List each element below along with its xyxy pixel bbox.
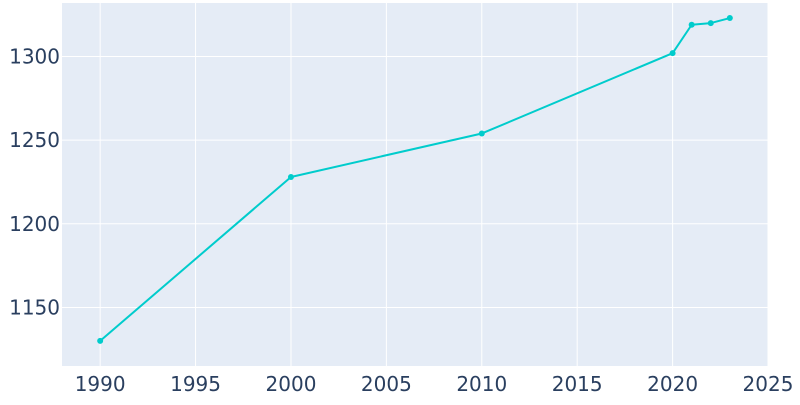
x-tick-label-2010: 2010 [456,372,507,396]
x-tick-label-1990: 1990 [75,372,126,396]
data-point-2023 [726,15,733,22]
tick-labels: 1990 1995 2000 2005 2010 2015 2020 2025 1150 1200… [9,45,793,396]
x-tick-label-2005: 2005 [361,372,412,396]
y-tick-label-1250: 1250 [9,128,60,152]
x-tick-label-2020: 2020 [647,372,698,396]
data-point-2021 [688,21,695,28]
x-tick-label-1995: 1995 [170,372,221,396]
data-point-2010 [478,130,485,137]
data-point-1990 [97,337,104,344]
y-tick-label-1200: 1200 [9,212,60,236]
y-tick-label-1300: 1300 [9,45,60,69]
data-point-2022 [707,20,714,27]
x-tick-label-2015: 2015 [552,372,603,396]
grid-lines [62,3,769,366]
x-tick-label-2000: 2000 [266,372,317,396]
data-point-2000 [287,173,294,180]
x-tick-label-2025: 2025 [743,372,794,396]
series-layer [97,15,733,344]
y-tick-label-1150: 1150 [9,295,60,319]
data-point-2020 [669,50,676,57]
